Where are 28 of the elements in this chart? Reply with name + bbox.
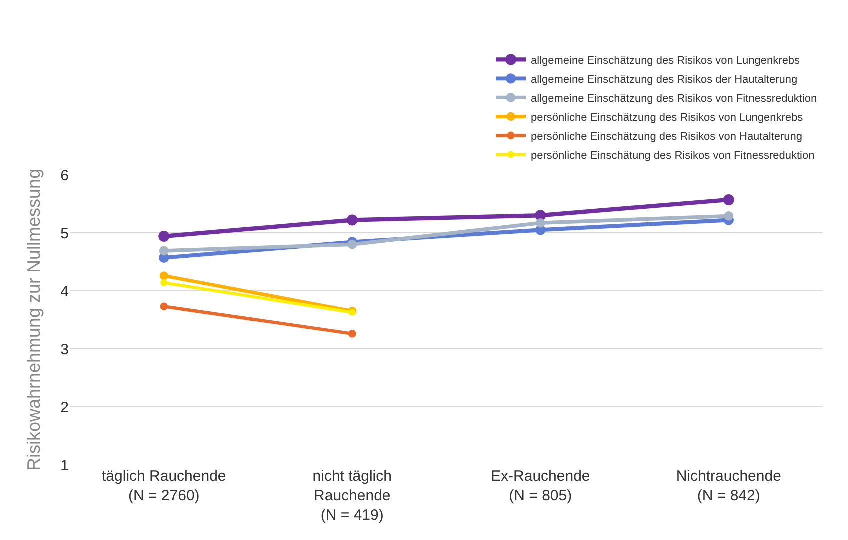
y-tick-label: 2: [60, 399, 69, 416]
legend-label: persönliche Einschätzung des Risikos von Lungenkrebs: [531, 112, 804, 124]
point: [724, 211, 734, 221]
legend-label: allgemeine Einschätzung des Risikos von Fitnessreduktion: [531, 92, 818, 105]
legend-label: persönliche Einschätung des Risikos von Fitnessreduktion: [531, 150, 815, 162]
legend-label: allgemeine Einschätzung des Risikos von Lungenkrebs: [531, 54, 801, 67]
y-tick-label: 4: [60, 283, 69, 300]
x-tick-label: täglich Rauchende (N = 2760): [102, 468, 226, 504]
y-tick-label: 1: [60, 457, 69, 474]
point: [536, 218, 546, 228]
point: [346, 214, 358, 226]
point: [348, 330, 356, 338]
y-tick-label: 5: [60, 225, 69, 242]
point: [160, 272, 168, 280]
point: [159, 246, 169, 256]
y-tick-label: 3: [60, 341, 69, 358]
point: [158, 230, 170, 242]
y-tick-label: 6: [60, 167, 69, 184]
y-axis-title: Risikowahrnehmung zur Nullmessung: [24, 168, 44, 472]
x-tick-label: nicht täglich Rauchende (N = 419): [312, 468, 392, 524]
x-tick-label: Ex-Rauchende (N = 805): [491, 468, 590, 504]
point: [723, 194, 734, 206]
legend-label: persönliche Einschätzung des Risikos von Hautalterung: [531, 130, 802, 143]
legend-label: allgemeine Einschätzung des Risikos der Hautalterung: [531, 74, 798, 86]
point: [160, 279, 168, 286]
point: [348, 240, 358, 250]
x-tick-label: Nichtrauchende (N = 842): [676, 468, 782, 504]
point: [160, 302, 168, 311]
